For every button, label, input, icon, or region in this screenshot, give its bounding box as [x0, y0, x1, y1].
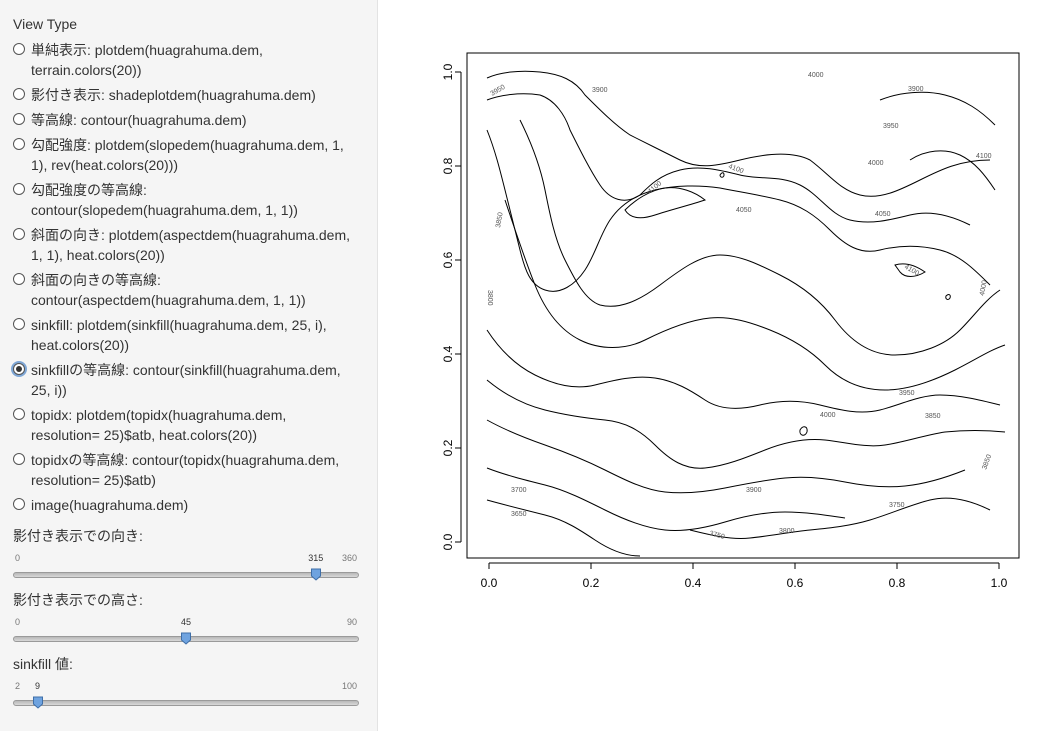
shade-height-slider[interactable]: 0 90 45 [13, 617, 359, 651]
radio-option-plotdem[interactable]: 単純表示: plotdem(huagrahuma.dem, terrain.co… [13, 40, 363, 80]
radio-label: 勾配強度の等高線: contour(slopedem(huagrahuma.de… [31, 182, 298, 218]
x-tick-label: 0.8 [889, 576, 906, 590]
contour-label: 3900 [592, 87, 608, 94]
x-tick-label: 0.6 [787, 576, 804, 590]
slider-max: 100 [341, 681, 357, 691]
contour-label: 3950 [883, 123, 899, 130]
contour-lines [486, 70, 1006, 557]
radio-button[interactable] [13, 498, 25, 510]
y-tick-label: 0.2 [441, 439, 455, 456]
contour-label: 3850 [495, 212, 505, 229]
radio-option-shadeplotdem[interactable]: 影付き表示: shadeplotdem(huagrahuma.dem) [13, 85, 363, 105]
radio-label: topidxの等高線: contour(topidx(huagrahuma.de… [31, 452, 340, 488]
radio-button[interactable] [13, 228, 25, 240]
contour-labels: 3950 3900 4000 3900 3950 4000 4100 4050 … [486, 72, 993, 541]
radio-button-selected[interactable] [13, 363, 25, 375]
y-axis: 0.0 0.2 0.4 0.6 0.8 1.0 [441, 63, 462, 550]
radio-option-slope-contour[interactable]: 勾配強度の等高線: contour(slopedem(huagrahuma.de… [13, 180, 363, 220]
contour-label: 3700 [511, 487, 527, 494]
slider-max: 360 [341, 553, 357, 563]
slider-min: 2 [15, 681, 21, 691]
slider-track[interactable] [13, 700, 359, 706]
view-type-label: View Type [13, 16, 78, 32]
contour-label: 3750 [889, 502, 905, 509]
radio-option-sinkfill-contour[interactable]: sinkfillの等高線: contour(sinkfill(huagrahum… [13, 360, 363, 400]
radio-option-contour[interactable]: 等高線: contour(huagrahuma.dem) [13, 110, 363, 130]
radio-button[interactable] [13, 408, 25, 420]
radio-label: sinkfillの等高線: contour(sinkfill(huagrahum… [31, 362, 341, 398]
sinkfill-value-label: sinkfill 値: [13, 656, 73, 672]
contour-label: 4000 [808, 72, 824, 79]
contour-label: 4000 [868, 160, 884, 167]
x-tick-label: 0.0 [481, 576, 498, 590]
y-tick-label: 0.0 [441, 533, 455, 550]
radio-option-aspect[interactable]: 斜面の向き: plotdem(aspectdem(huagrahuma.dem,… [13, 225, 363, 265]
radio-option-image[interactable]: image(huagrahuma.dem) [13, 495, 363, 515]
radio-option-topidx-contour[interactable]: topidxの等高線: contour(topidx(huagrahuma.de… [13, 450, 363, 490]
y-tick-label: 0.8 [441, 157, 455, 174]
contour-label: 4000 [979, 280, 989, 297]
shade-direction-label: 影付き表示での向き: [13, 528, 143, 544]
radio-label: 斜面の向き: plotdem(aspectdem(huagrahuma.dem,… [31, 227, 351, 263]
slider-handle[interactable] [32, 696, 43, 709]
x-tick-label: 0.2 [583, 576, 600, 590]
x-axis: 0.0 0.2 0.4 0.6 0.8 1.0 [481, 562, 1008, 590]
y-tick-label: 0.4 [441, 345, 455, 362]
radio-label: 斜面の向きの等高線: contour(aspectdem(huagrahuma.… [31, 272, 306, 308]
slider-track[interactable] [13, 572, 359, 578]
radio-option-sinkfill[interactable]: sinkfill: plotdem(sinkfill(huagrahuma.de… [13, 315, 363, 355]
radio-button[interactable] [13, 113, 25, 125]
contour-plot: 0.0 0.2 0.4 0.6 0.8 1.0 0.0 0.2 0.4 0.6 … [441, 52, 1020, 590]
radio-option-slope[interactable]: 勾配強度: plotdem(slopedem(huagrahuma.dem, 1… [13, 135, 363, 175]
slider-min: 0 [15, 617, 21, 627]
contour-label: 4050 [736, 207, 752, 214]
x-tick-label: 1.0 [991, 576, 1008, 590]
contour-label: 4000 [820, 412, 836, 419]
contour-label: 3900 [746, 487, 762, 494]
contour-label: 4100 [647, 180, 664, 195]
contour-label: 3800 [779, 528, 795, 535]
y-tick-label: 0.6 [441, 251, 455, 268]
radio-button[interactable] [13, 88, 25, 100]
sinkfill-value-slider[interactable]: 2 100 9 [13, 681, 359, 715]
plot-frame [466, 52, 1020, 559]
radio-option-aspect-contour[interactable]: 斜面の向きの等高線: contour(aspectdem(huagrahuma.… [13, 270, 363, 310]
contour-label: 3900 [908, 86, 924, 93]
contour-label: 4100 [727, 163, 744, 175]
slider-value: 9 [35, 681, 41, 691]
radio-label: 影付き表示: shadeplotdem(huagrahuma.dem) [31, 87, 316, 103]
radio-label: sinkfill: plotdem(sinkfill(huagrahuma.de… [31, 317, 327, 353]
x-tick-label: 0.4 [685, 576, 702, 590]
contour-label: 3950 [899, 390, 915, 397]
contour-label: 4100 [976, 153, 992, 160]
shade-height-label: 影付き表示での高さ: [13, 592, 143, 608]
slider-value: 315 [308, 553, 324, 563]
radio-button[interactable] [13, 183, 25, 195]
radio-label: 勾配強度: plotdem(slopedem(huagrahuma.dem, 1… [31, 137, 344, 173]
sidebar-panel: View Type 単純表示: plotdem(huagrahuma.dem, … [0, 0, 378, 731]
radio-button[interactable] [13, 273, 25, 285]
contour-label: 3750 [708, 530, 725, 541]
radio-button[interactable] [13, 453, 25, 465]
radio-label: image(huagrahuma.dem) [31, 497, 189, 513]
slider-min: 0 [15, 553, 21, 563]
contour-label: 3800 [486, 290, 493, 306]
slider-max: 90 [346, 617, 357, 627]
radio-label: 等高線: contour(huagrahuma.dem) [31, 112, 247, 128]
radio-option-topidx[interactable]: topidx: plotdem(topidx(huagrahuma.dem, r… [13, 405, 363, 445]
y-tick-label: 1.0 [441, 63, 455, 80]
shade-direction-slider[interactable]: 0 360 315 [13, 553, 359, 587]
radio-label: 単純表示: plotdem(huagrahuma.dem, terrain.co… [31, 42, 263, 78]
slider-handle[interactable] [181, 632, 192, 645]
contour-label: 3850 [981, 454, 993, 471]
radio-button[interactable] [13, 43, 25, 55]
contour-label: 3850 [925, 413, 941, 420]
slider-handle[interactable] [310, 568, 321, 581]
radio-button[interactable] [13, 138, 25, 150]
radio-button[interactable] [13, 318, 25, 330]
contour-label: 4050 [875, 211, 891, 218]
contour-label: 3650 [511, 511, 527, 518]
slider-value: 45 [180, 617, 192, 627]
radio-label: topidx: plotdem(topidx(huagrahuma.dem, r… [31, 407, 287, 443]
